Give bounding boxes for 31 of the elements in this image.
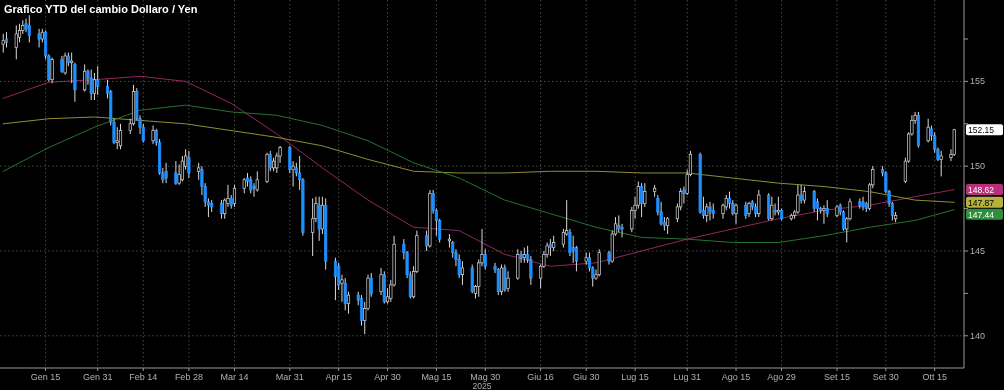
y-tick-label: 150 — [970, 161, 986, 172]
x-tick-label: Ago 15 — [721, 372, 751, 382]
x-tick-label: Set 30 — [872, 372, 899, 382]
y-tick-label: 140 — [970, 330, 986, 341]
x-axis-title: 2025 — [472, 381, 492, 390]
x-tick-label: Set 15 — [823, 372, 850, 382]
x-tick-label: Apr 30 — [374, 372, 401, 382]
annotation: 152.15 — [968, 124, 995, 135]
data-label: 147.44 — [968, 209, 995, 220]
x-tick-label: Lug 31 — [673, 372, 701, 382]
x-tick-label: Feb 28 — [174, 372, 203, 382]
line-series — [2, 104, 955, 243]
x-tick-label: Ago 29 — [767, 372, 796, 382]
x-tick-label: Giu 30 — [572, 372, 600, 382]
data-label: 147.87 — [968, 197, 995, 208]
x-tick-label: Gen 15 — [30, 372, 61, 382]
x-tick-label: Lug 15 — [621, 372, 649, 382]
x-tick-label: Mar 31 — [275, 372, 304, 382]
y-tick-label: 145 — [970, 245, 986, 256]
x-tick-label: Giu 16 — [527, 372, 554, 382]
x-tick-label: Mar 14 — [220, 372, 249, 382]
x-tick-label: Feb 14 — [129, 372, 158, 382]
x-tick-label: Ott 15 — [922, 372, 947, 382]
x-tick-label: Mag 30 — [470, 372, 501, 382]
x-tick-label: Gen 31 — [82, 372, 113, 382]
line-series — [2, 116, 955, 203]
data-label: 148.62 — [968, 184, 995, 195]
chart-title: Grafico YTD del cambio Dollaro / Yen — [4, 3, 198, 15]
x-tick-label: Apr 15 — [325, 372, 352, 382]
y-tick-label: 155 — [970, 76, 986, 87]
x-tick-label: Mag 15 — [421, 372, 452, 382]
